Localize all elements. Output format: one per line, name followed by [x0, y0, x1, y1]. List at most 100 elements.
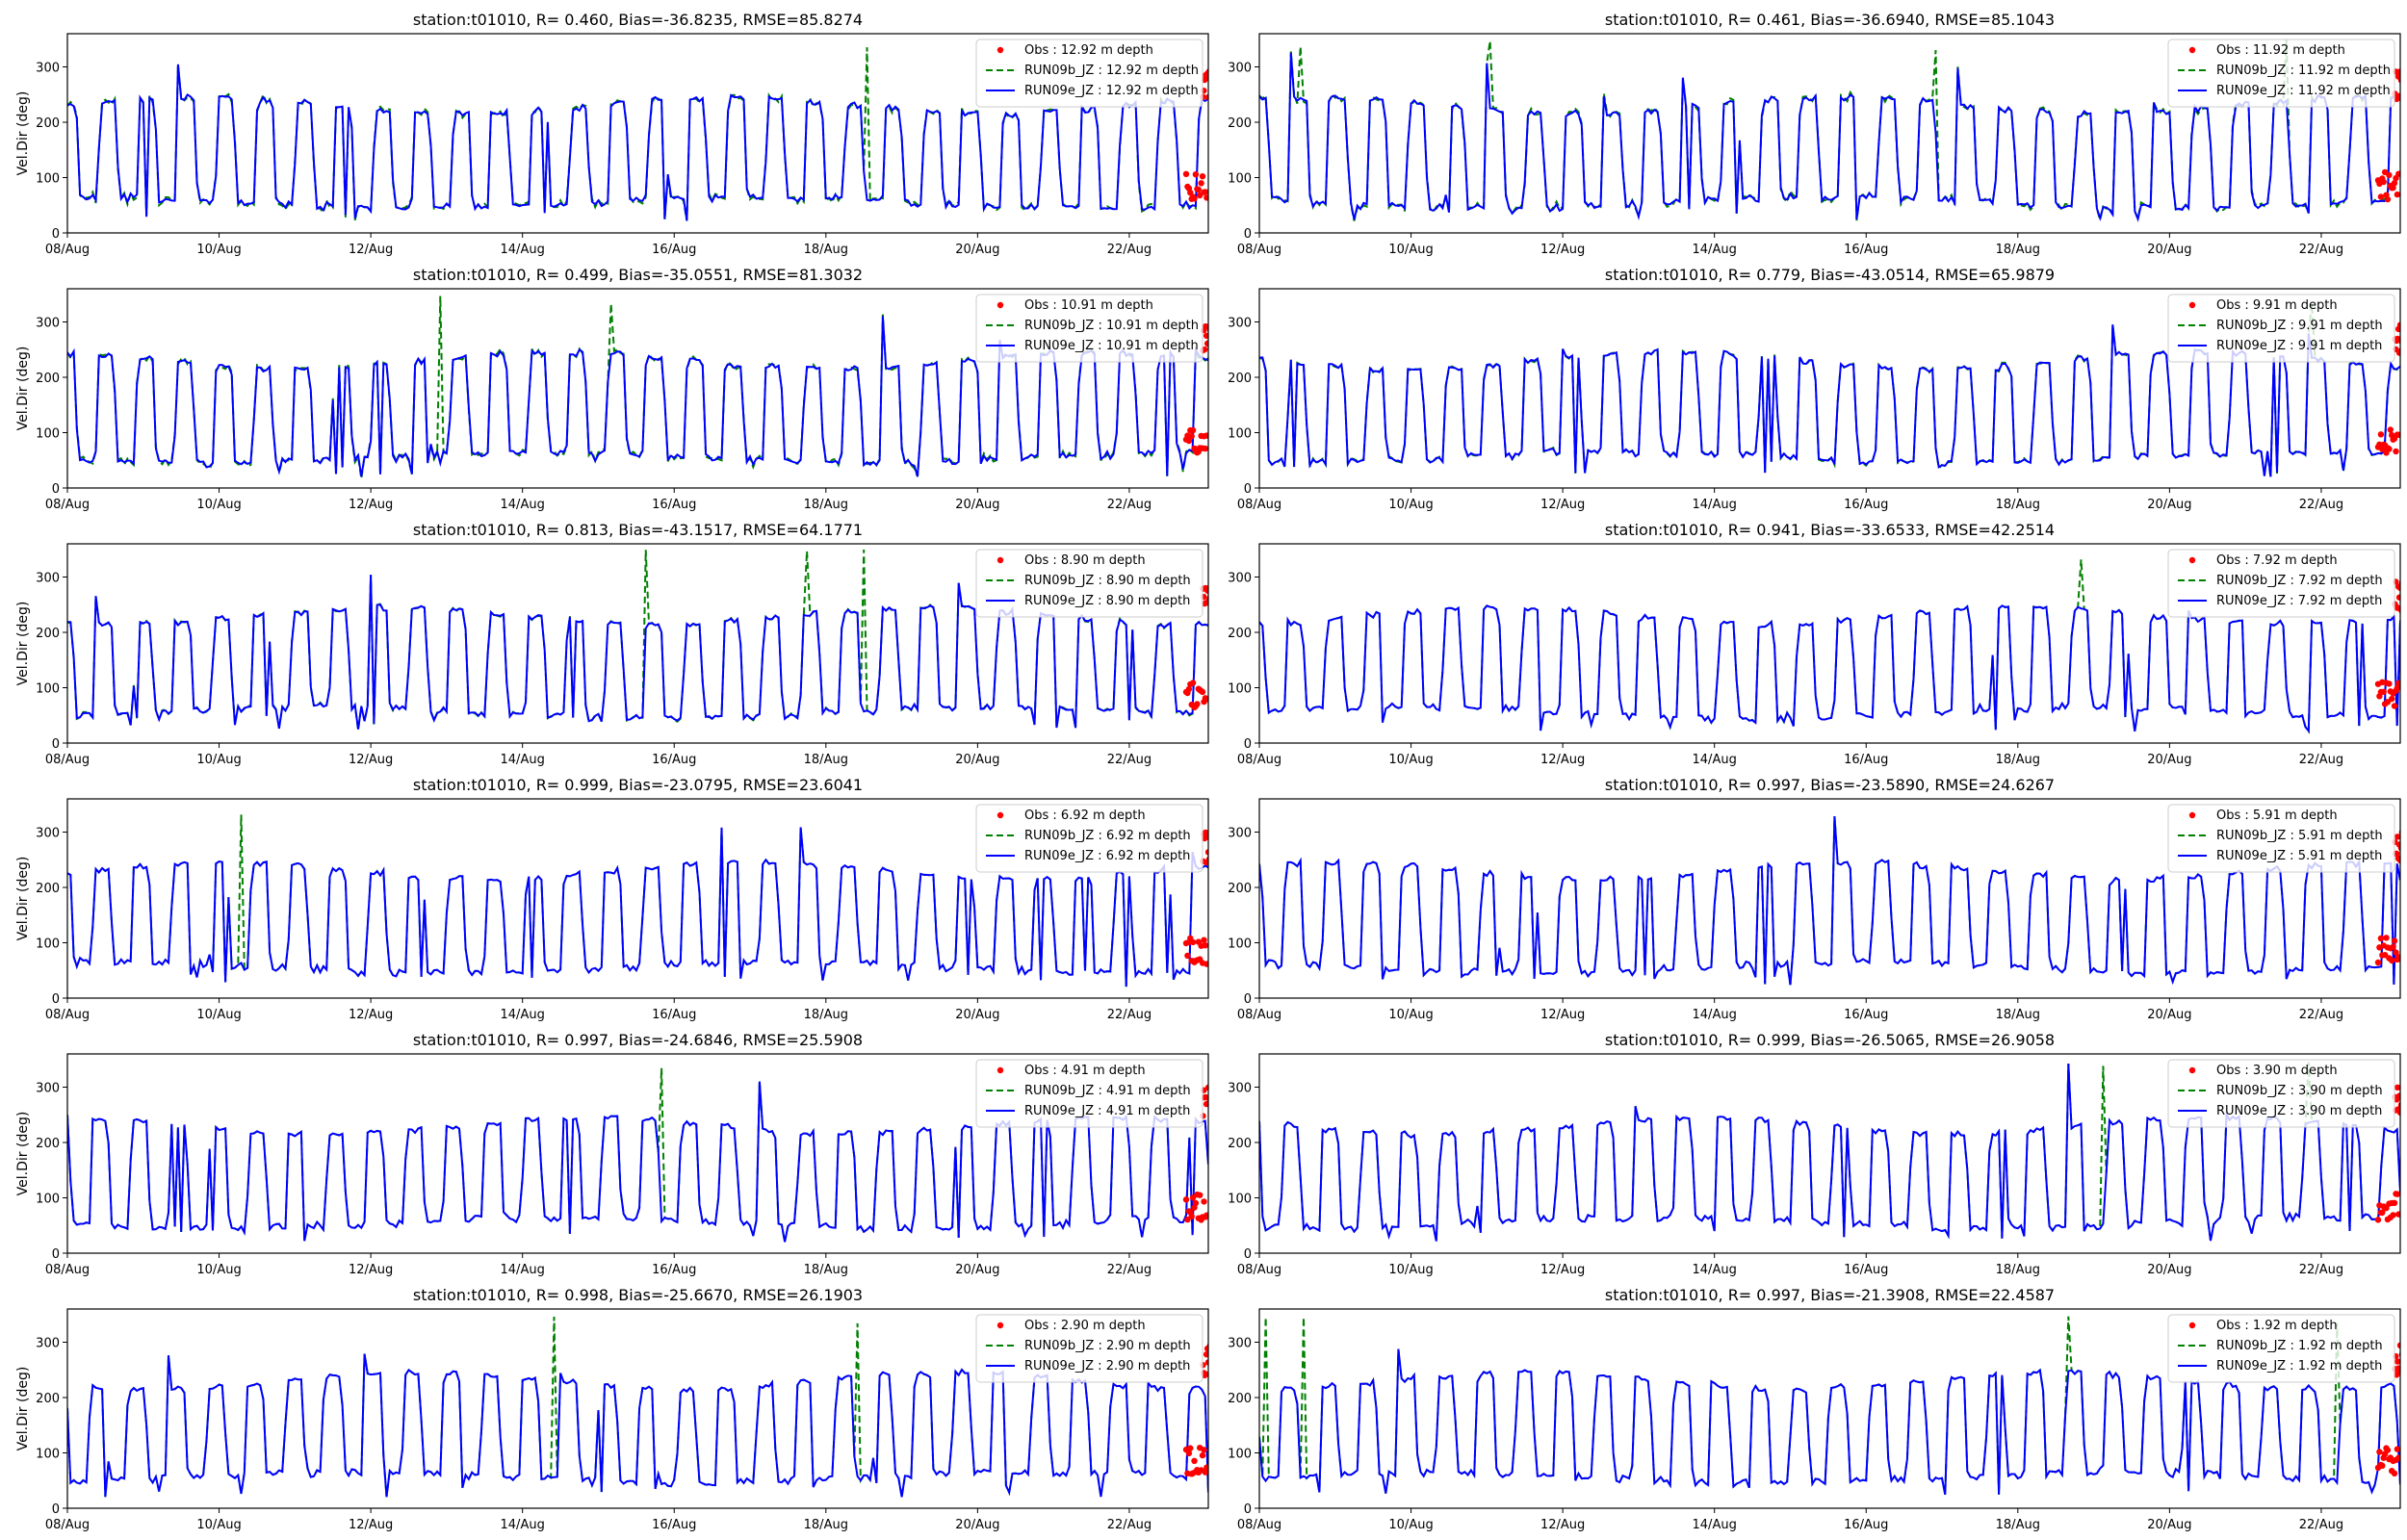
x-tick-label: 20/Aug	[2147, 1263, 2191, 1277]
obs-point	[1199, 173, 1206, 180]
obs-point	[1199, 1451, 1206, 1459]
x-tick-label: 20/Aug	[955, 243, 999, 257]
obs-point	[1201, 937, 1207, 943]
legend-marker-obs	[2188, 556, 2196, 564]
x-tick-label: 12/Aug	[349, 243, 393, 257]
obs-point	[1187, 1445, 1194, 1451]
x-tick-label: 16/Aug	[652, 1263, 696, 1277]
x-tick-label: 18/Aug	[1996, 498, 2040, 512]
y-tick-label: 200	[36, 1137, 60, 1151]
y-axis-label: Vel.Dir (deg)	[15, 1112, 31, 1196]
x-tick-label: 16/Aug	[652, 1008, 696, 1022]
obs-point	[1197, 1192, 1204, 1198]
x-tick-label: 14/Aug	[1693, 753, 1737, 767]
legend-label-obs: Obs : 4.91 m depth	[1024, 1064, 1146, 1078]
legend-label-obs: Obs : 8.90 m depth	[1024, 553, 1146, 568]
y-tick-label: 200	[36, 627, 60, 641]
x-tick-label: 10/Aug	[1388, 1008, 1433, 1022]
y-tick-label: 100	[36, 1193, 60, 1207]
series-line-run09e	[67, 827, 1208, 988]
x-tick-label: 18/Aug	[1996, 1518, 2040, 1532]
subplot-title: station:t01010, R= 0.999, Bias=-23.0795,…	[413, 776, 863, 794]
series-line-run09e	[1259, 604, 2400, 734]
legend-marker-obs	[996, 1066, 1004, 1074]
x-tick-label: 22/Aug	[1107, 1008, 1152, 1022]
obs-point	[2395, 1454, 2400, 1461]
x-tick-label: 12/Aug	[349, 498, 393, 512]
x-tick-label: 22/Aug	[1107, 753, 1152, 767]
obs-point	[2390, 943, 2396, 950]
legend-label-run09e: RUN09e_JZ : 7.92 m depth	[2216, 594, 2382, 608]
series-line-run09e	[67, 316, 1208, 477]
obs-point	[1188, 1213, 1195, 1220]
legend-label-run09e: RUN09e_JZ : 6.92 m depth	[1024, 849, 1190, 863]
legend-marker-obs	[996, 301, 1004, 309]
x-tick-label: 08/Aug	[45, 1008, 90, 1022]
y-tick-label: 300	[36, 827, 60, 841]
y-tick-label: 0	[52, 227, 60, 242]
y-tick-label: 300	[1228, 62, 1252, 76]
axes-frame	[1258, 1053, 2401, 1254]
x-tick-label: 22/Aug	[1107, 1518, 1152, 1532]
x-tick-label: 10/Aug	[196, 243, 241, 257]
legend-label-run09e: RUN09e_JZ : 9.91 m depth	[2216, 339, 2382, 353]
obs-point	[1185, 437, 1193, 445]
axes-frame	[1258, 33, 2401, 234]
plot-area	[1259, 39, 2400, 222]
legend-label-run09b: RUN09b_JZ : 11.92 m depth	[2216, 64, 2391, 78]
subplot-title: station:t01010, R= 0.813, Bias=-43.1517,…	[413, 521, 863, 539]
subplot-9: station:t01010, R= 0.997, Bias=-24.6846,…	[15, 1031, 1209, 1277]
x-tick-label: 10/Aug	[196, 1518, 241, 1532]
obs-point	[1189, 426, 1197, 434]
x-tick-label: 08/Aug	[1237, 243, 1281, 257]
y-tick-label: 100	[36, 682, 60, 697]
x-tick-label: 18/Aug	[804, 1263, 848, 1277]
y-tick-label: 300	[36, 317, 60, 331]
plot-area	[67, 1316, 1208, 1498]
x-tick-label: 14/Aug	[501, 753, 545, 767]
obs-point	[2390, 184, 2396, 192]
x-tick-label: 16/Aug	[1844, 1263, 1888, 1277]
series-line-run09e	[1259, 816, 2400, 986]
subplot-6: station:t01010, R= 0.941, Bias=-33.6533,…	[1228, 521, 2401, 767]
legend-label-run09e: RUN09e_JZ : 2.90 m depth	[1024, 1359, 1190, 1373]
x-tick-label: 16/Aug	[1844, 498, 1888, 512]
series-line-run09b	[67, 295, 1208, 479]
legend-marker-obs	[2188, 1322, 2196, 1329]
plot-area	[1259, 303, 2400, 478]
obs-point	[2387, 426, 2394, 433]
y-axis-label: Vel.Dir (deg)	[15, 857, 31, 941]
obs-point	[2394, 1358, 2400, 1365]
series-line-run09e	[1259, 1348, 2400, 1496]
obs-point	[1194, 701, 1201, 707]
x-tick-label: 18/Aug	[1996, 753, 2040, 767]
x-tick-label: 20/Aug	[2147, 753, 2191, 767]
legend-label-run09e: RUN09e_JZ : 12.92 m depth	[1024, 84, 1199, 98]
subplot-3: station:t01010, R= 0.499, Bias=-35.0551,…	[15, 266, 1209, 512]
y-tick-label: 300	[36, 62, 60, 76]
legend-label-run09e: RUN09e_JZ : 5.91 m depth	[2216, 849, 2382, 863]
obs-point	[1185, 1450, 1193, 1457]
obs-point	[1203, 322, 1208, 330]
x-tick-label: 08/Aug	[1237, 1263, 1281, 1277]
obs-point	[1202, 1469, 1208, 1476]
obs-point	[2374, 959, 2382, 966]
legend-label-run09b: RUN09b_JZ : 7.92 m depth	[2216, 574, 2383, 588]
obs-point	[2386, 680, 2393, 687]
legend-label-run09e: RUN09e_JZ : 4.91 m depth	[1024, 1104, 1190, 1118]
plot-area	[67, 814, 1208, 988]
y-tick-label: 300	[1228, 572, 1252, 586]
legend-label-obs: Obs : 5.91 m depth	[2216, 808, 2338, 823]
x-tick-label: 14/Aug	[1693, 1008, 1737, 1022]
series-line-run09e	[67, 1081, 1208, 1243]
obs-point	[2393, 949, 2399, 956]
y-tick-label: 0	[1244, 1247, 1252, 1262]
obs-point	[1189, 938, 1197, 946]
obs-point	[1204, 696, 1208, 703]
legend-label-run09b: RUN09b_JZ : 12.92 m depth	[1024, 64, 1199, 78]
obs-point	[2396, 584, 2400, 592]
x-tick-label: 14/Aug	[501, 243, 545, 257]
x-tick-label: 08/Aug	[45, 1263, 90, 1277]
axes-frame	[1258, 543, 2401, 744]
